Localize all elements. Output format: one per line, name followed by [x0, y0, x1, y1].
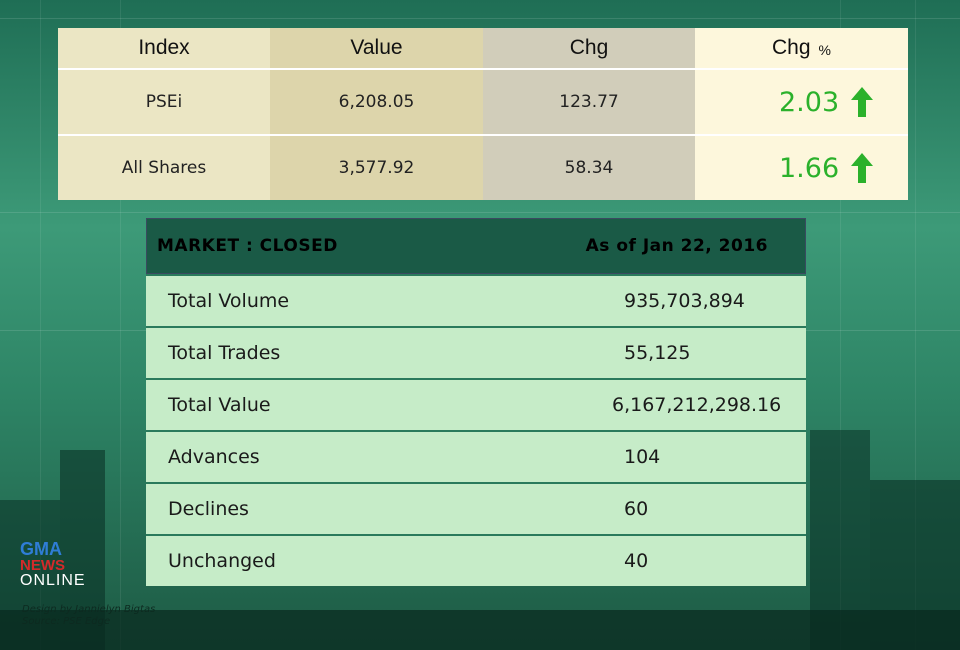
stat-label: Total Trades — [168, 342, 281, 364]
stat-value: 60 — [624, 498, 649, 520]
stat-value: 6,167,212,298.16 — [612, 394, 782, 416]
logo-online: ONLINE — [20, 572, 86, 589]
header-pct-symbol: % — [818, 42, 831, 58]
stat-label: Advances — [168, 446, 260, 468]
city-skyline-illustration — [0, 430, 960, 650]
index-chg-pct: 1.66 — [779, 152, 840, 184]
stat-value: 55,125 — [624, 342, 691, 364]
design-credit: Design by Jannielyn Bigtas — [22, 604, 156, 615]
gma-news-online-logo: GMA NEWS ONLINE — [20, 540, 160, 589]
index-chg: 58.34 — [564, 158, 614, 178]
stat-value: 935,703,894 — [624, 290, 745, 312]
stat-value: 40 — [624, 550, 649, 572]
header-chg-pct: Chg % — [695, 28, 908, 70]
stat-value: 104 — [624, 446, 661, 468]
source-credit: Source: PSE Edge — [22, 616, 111, 627]
logo-news: NEWS — [20, 557, 65, 574]
header-index: Index — [58, 28, 270, 70]
market-status-bar: MARKET : CLOSED As of Jan 22, 2016 — [146, 218, 806, 274]
as-of-date: As of Jan 22, 2016 — [585, 236, 768, 256]
index-chg: 123.77 — [559, 92, 619, 112]
table-row-all-shares: All Shares 3,577.92 58.34 1.66 — [58, 134, 908, 200]
market-summary-panel: MARKET : CLOSED As of Jan 22, 2016 Total… — [146, 218, 806, 598]
stat-row-total-volume: Total Volume 935,703,894 — [146, 274, 806, 326]
up-arrow-icon — [851, 153, 874, 183]
stat-label: Declines — [168, 498, 249, 520]
index-name: All Shares — [121, 158, 207, 178]
header-value: Value — [270, 28, 483, 70]
index-chg-pct: 2.03 — [779, 86, 840, 118]
logo-gma: GMA — [20, 539, 62, 559]
credits: Design by Jannielyn Bigtas Source: PSE E… — [22, 604, 155, 628]
market-status: MARKET : CLOSED — [157, 236, 338, 256]
stat-row-unchanged: Unchanged 40 — [146, 534, 806, 586]
index-value: 6,208.05 — [338, 92, 415, 112]
index-value: 3,577.92 — [338, 158, 415, 178]
stat-label: Total Value — [168, 394, 271, 416]
stat-row-total-trades: Total Trades 55,125 — [146, 326, 806, 378]
index-table: Index Value Chg Chg % PSEi 6,208.05 123.… — [58, 28, 908, 200]
stat-row-declines: Declines 60 — [146, 482, 806, 534]
stat-label: Total Volume — [168, 290, 290, 312]
stat-label: Unchanged — [168, 550, 276, 572]
stat-row-total-value: Total Value 6,167,212,298.16 — [146, 378, 806, 430]
index-table-header: Index Value Chg Chg % — [58, 28, 908, 70]
index-name: PSEi — [145, 92, 183, 112]
header-chg: Chg — [483, 28, 695, 70]
stat-row-advances: Advances 104 — [146, 430, 806, 482]
up-arrow-icon — [851, 87, 874, 117]
table-row-psei: PSEi 6,208.05 123.77 2.03 — [58, 70, 908, 134]
header-chg-pct-label: Chg — [772, 36, 811, 59]
